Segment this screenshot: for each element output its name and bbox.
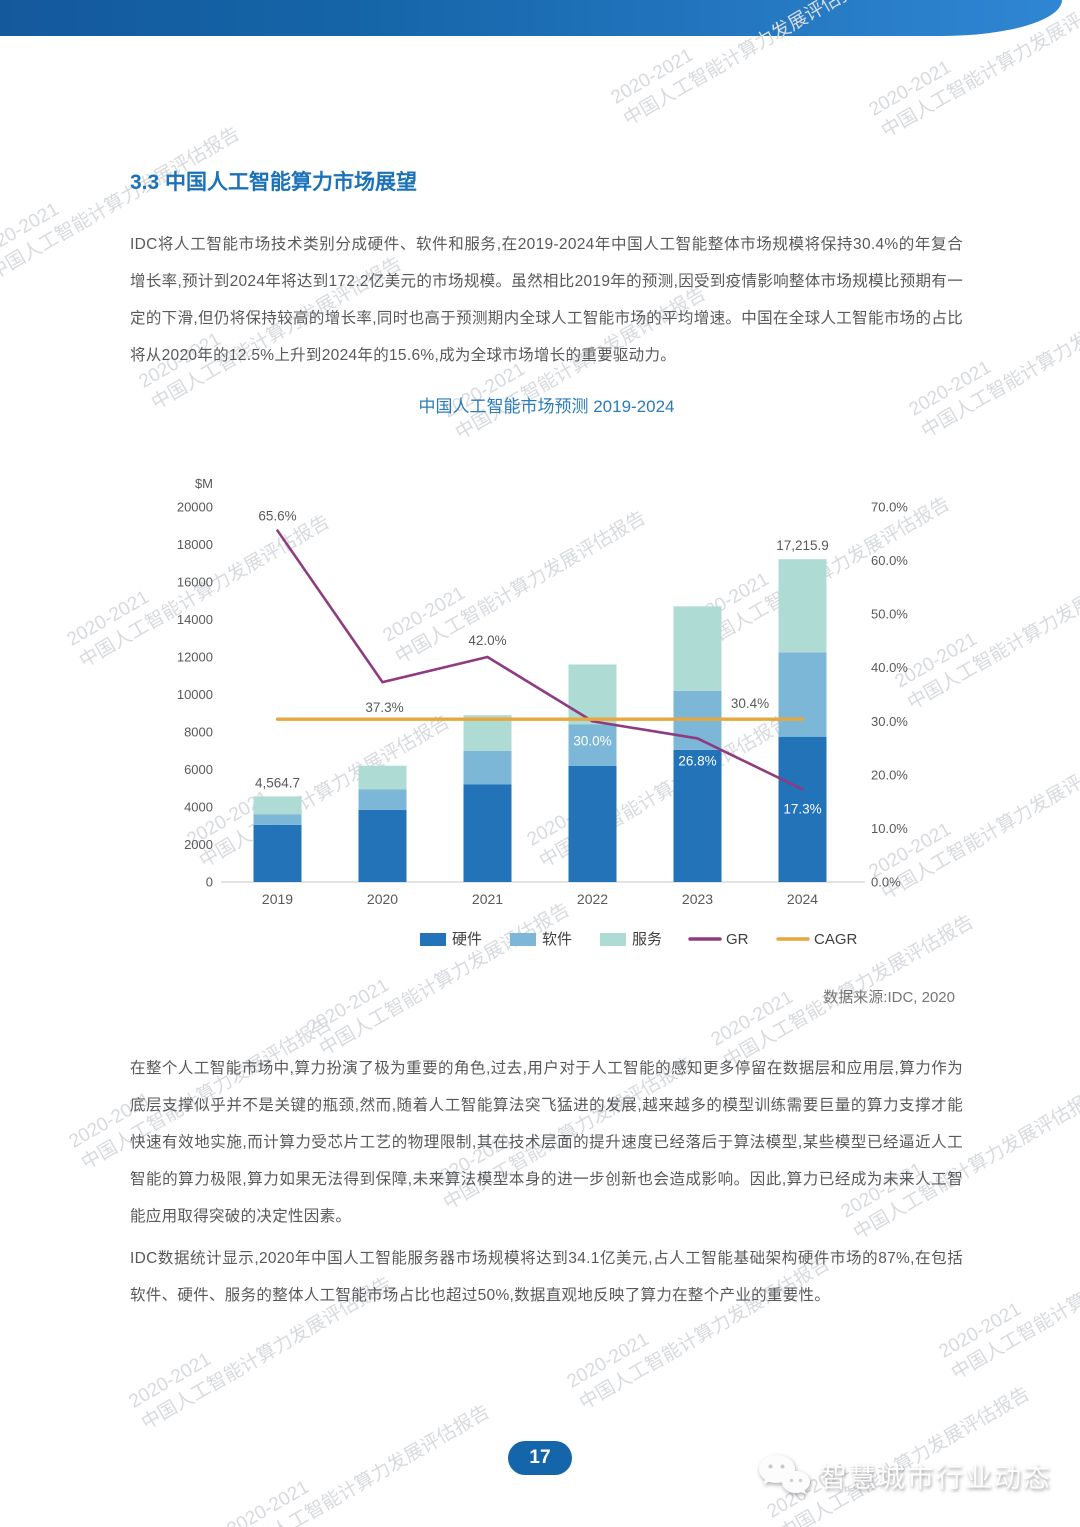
gr-point-label: 42.0%: [468, 633, 506, 648]
left-axis-unit: $M: [195, 476, 213, 491]
legend-label: 硬件: [452, 931, 482, 948]
right-axis-tick: 40.0%: [871, 660, 908, 675]
right-axis-tick: 50.0%: [871, 607, 908, 622]
bar-segment-服务: [358, 765, 407, 790]
bar-segment-硬件: [778, 736, 827, 882]
legend-swatch-硬件: [420, 933, 446, 946]
legend-label: 服务: [632, 931, 662, 948]
left-axis-tick: 0: [206, 875, 213, 890]
chart-title: 中国人工智能市场预测 2019-2024: [418, 397, 675, 416]
bar-segment-硬件: [568, 765, 617, 882]
right-axis-tick: 20.0%: [871, 767, 908, 782]
bar-segment-硬件: [358, 809, 407, 882]
gr-point-label: 30.0%: [573, 733, 611, 748]
right-axis-tick: 0.0%: [871, 875, 901, 890]
paragraph-2: 在整个人工智能市场中,算力扮演了极为重要的角色,过去,用户对于人工智能的感知更多…: [130, 1060, 963, 1225]
bar-segment-服务: [778, 559, 827, 653]
paragraph-3: IDC数据统计显示,2020年中国人工智能服务器市场规模将达到34.1亿美元,占…: [130, 1250, 963, 1304]
right-axis-tick: 70.0%: [871, 500, 908, 515]
legend-label: CAGR: [814, 931, 858, 948]
left-axis-tick: 14000: [177, 612, 213, 627]
section-title: 3.3 中国人工智能算力市场展望: [130, 171, 418, 194]
gr-point-label: 65.6%: [258, 509, 296, 524]
legend-label: GR: [726, 931, 749, 948]
bar-segment-软件: [778, 652, 827, 737]
data-source-note: 数据来源:IDC, 2020: [823, 989, 955, 1006]
paragraph-1: IDC将人工智能市场技术类别分成硬件、软件和服务,在2019-2024年中国人工…: [130, 236, 963, 364]
legend-label: 软件: [542, 931, 572, 948]
page-number-badge: 17: [508, 1441, 572, 1475]
bar-segment-服务: [253, 796, 302, 815]
legend-swatch-软件: [510, 933, 536, 946]
left-axis-tick: 18000: [177, 537, 213, 552]
forecast-chart-svg: 0 2000 4000 6000 8000 10000 12000 14000 16000 180…: [177, 476, 908, 948]
legend-swatch-服务: [600, 933, 626, 946]
bar-segment-服务: [673, 606, 722, 691]
footer-brand: 智慧城市行业动态: [756, 1452, 1052, 1498]
bar-total-label: 17,215.9: [776, 538, 829, 553]
category-label: 2019: [262, 891, 293, 907]
bar-segment-服务: [568, 664, 617, 725]
category-label: 2022: [577, 891, 608, 907]
header-band: [0, 0, 1062, 36]
bar-segment-硬件: [673, 749, 722, 882]
bar-total-label: 4,564.7: [255, 775, 300, 790]
left-axis-tick: 12000: [177, 650, 213, 665]
category-label: 2023: [682, 891, 713, 907]
right-axis-tick: 10.0%: [871, 821, 908, 836]
left-axis-tick: 20000: [177, 500, 213, 515]
left-axis-tick: 2000: [184, 837, 213, 852]
category-label: 2021: [472, 891, 503, 907]
gr-point-label: 17.3%: [783, 801, 821, 816]
bar-segment-软件: [463, 750, 512, 785]
gr-line: [276, 529, 804, 791]
right-axis-tick: 60.0%: [871, 553, 908, 568]
left-axis-tick: 10000: [177, 687, 213, 702]
cagr-label: 30.4%: [731, 696, 769, 711]
bar-segment-硬件: [463, 784, 512, 882]
category-label: 2024: [787, 891, 818, 907]
right-axis-tick: 30.0%: [871, 714, 908, 729]
market-forecast-chart: 0 2000 4000 6000 8000 10000 12000 14000 16000 180…: [135, 452, 945, 957]
bar-segment-服务: [463, 715, 512, 751]
bar-segment-硬件: [253, 824, 302, 882]
bar-segment-软件: [253, 814, 302, 825]
left-axis-tick: 6000: [184, 762, 213, 777]
left-axis-tick: 4000: [184, 800, 213, 815]
left-axis-tick: 8000: [184, 725, 213, 740]
wechat-icon: [759, 1455, 810, 1495]
gr-point-label: 26.8%: [678, 753, 716, 768]
bar-segment-软件: [358, 789, 407, 810]
gr-point-label: 37.3%: [365, 700, 403, 715]
footer-brand-text: 智慧城市行业动态: [820, 1462, 1052, 1493]
left-axis-tick: 16000: [177, 575, 213, 590]
bar-segment-软件: [568, 724, 617, 766]
page-number: 17: [529, 1447, 551, 1468]
category-label: 2020: [367, 891, 398, 907]
